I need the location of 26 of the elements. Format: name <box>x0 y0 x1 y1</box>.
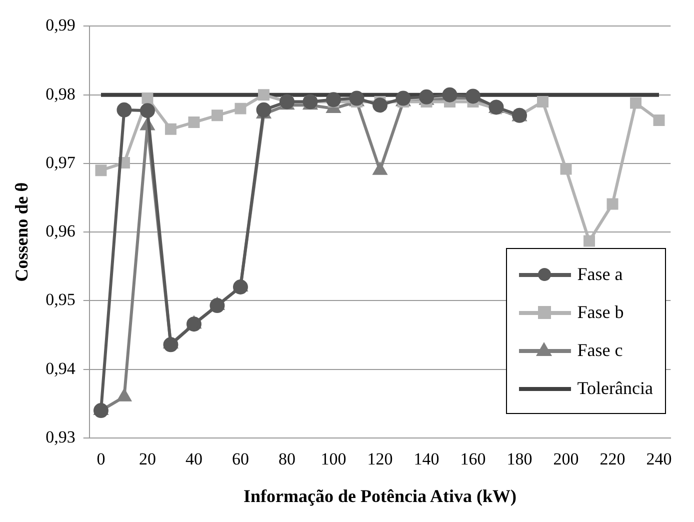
x-tick-label: 40 <box>185 450 202 469</box>
y-tick-label: 0,97 <box>46 152 76 172</box>
x-axis-title: Informação de Potência Ativa (kW) <box>244 486 516 506</box>
x-tick-label: 160 <box>460 450 486 469</box>
x-tick-label: 80 <box>278 450 296 469</box>
x-tick-label: 240 <box>646 450 672 469</box>
y-axis-title: Cosseno de θ <box>11 182 32 282</box>
x-tick-label: 220 <box>600 450 626 469</box>
legend-label: Fase c <box>577 340 623 360</box>
x-tick-label: 140 <box>414 450 440 469</box>
x-tick-label: 100 <box>320 450 346 469</box>
y-tick-label: 0,95 <box>46 290 76 310</box>
x-tick-label: 180 <box>506 450 532 469</box>
legend-label: Fase a <box>577 264 623 284</box>
legend-label: Fase b <box>577 302 624 322</box>
y-tick-label: 0,96 <box>46 222 76 241</box>
y-tick-label: 0,93 <box>46 427 76 446</box>
x-tick-label: 0 <box>96 450 106 469</box>
x-tick-label: 20 <box>138 450 156 469</box>
y-tick-label: 0,98 <box>46 84 76 104</box>
x-tick-label: 120 <box>367 450 393 469</box>
legend-label: Tolerância <box>577 378 653 398</box>
y-tick-label: 0,99 <box>46 16 76 35</box>
y-tick-label: 0,94 <box>46 358 76 378</box>
x-tick-label: 60 <box>232 450 249 469</box>
x-tick-label: 200 <box>553 450 579 469</box>
